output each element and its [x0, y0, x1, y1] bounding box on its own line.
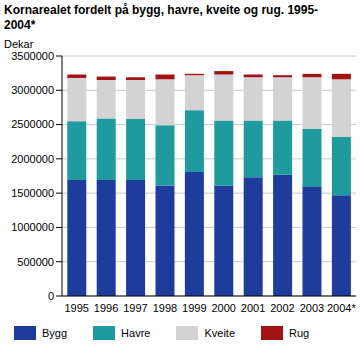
svg-text:2500000: 2500000 [11, 118, 54, 130]
svg-text:2000000: 2000000 [11, 153, 54, 165]
html-text:Havre: Havre [121, 327, 151, 339]
svg-text:1999: 1999 [182, 302, 206, 314]
svg-text:2000: 2000 [211, 302, 235, 314]
svg-text:1000000: 1000000 [11, 221, 54, 233]
svg-text:2002: 2002 [270, 302, 294, 314]
svg-text:2004*: 2004* [327, 302, 354, 314]
svg-text:1995: 1995 [64, 302, 88, 314]
svg-text:1997: 1997 [123, 302, 147, 314]
html-text:Rug: Rug [289, 327, 310, 339]
svg-text:2001: 2001 [241, 302, 265, 314]
html-text:Dekar: Dekar [4, 38, 34, 50]
html-text:Kornarealet fordelt på bygg, h: Kornarealet fordelt på bygg, havre, kvei… [4, 3, 319, 32]
html-text:Kveite: Kveite [204, 327, 235, 339]
html-text:Bygg: Bygg [42, 327, 68, 339]
svg-text:500000: 500000 [17, 256, 54, 268]
svg-text:1500000: 1500000 [11, 187, 54, 199]
svg-text:2003: 2003 [300, 302, 324, 314]
svg-text:0: 0 [48, 290, 54, 302]
svg-text:3000000: 3000000 [11, 84, 54, 96]
svg-text:3500000: 3500000 [11, 50, 54, 62]
svg-text:1996: 1996 [94, 302, 118, 314]
svg-text:1998: 1998 [153, 302, 177, 314]
